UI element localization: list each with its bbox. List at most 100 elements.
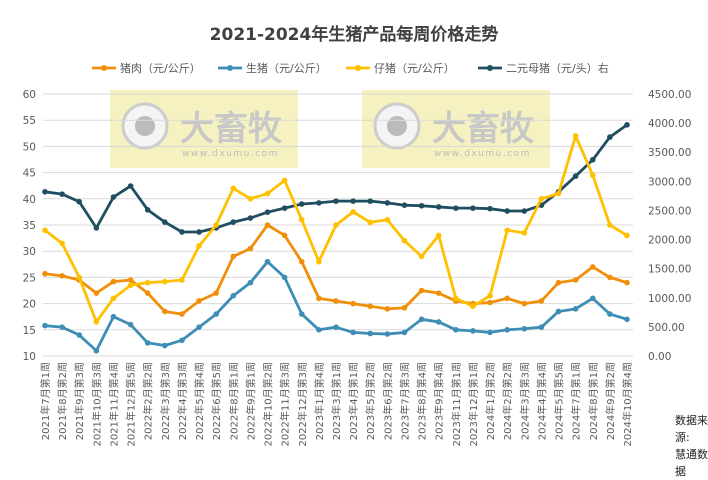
x-tick-label: 2022年9月第1周 [244, 362, 257, 440]
legend-item: 二元母猪（元/头）右 [478, 61, 609, 75]
data-point [589, 264, 596, 270]
data-point [384, 200, 391, 206]
data-point [144, 290, 151, 296]
y-right-tick-label: 0.00 [648, 351, 671, 363]
data-point [418, 202, 425, 209]
data-point [144, 207, 151, 213]
data-point [144, 340, 151, 346]
data-point [555, 279, 562, 286]
x-tick-label: 2022年8月第1周 [227, 362, 240, 440]
x-tick-label: 2024年1月第2周 [484, 362, 497, 440]
data-point [401, 329, 408, 336]
data-point [487, 299, 493, 306]
data-point [264, 258, 271, 265]
data-point [162, 308, 168, 315]
data-point [504, 227, 510, 234]
data-point [110, 278, 117, 285]
data-point [196, 229, 202, 235]
data-point [179, 229, 185, 235]
data-point [42, 189, 48, 195]
x-tick-label: 2024年4月第4周 [535, 362, 548, 440]
data-point [470, 205, 476, 211]
data-point [504, 327, 510, 333]
x-tick-label: 2022年2月第2周 [142, 362, 155, 440]
data-point [384, 306, 391, 312]
data-point [367, 330, 374, 337]
data-point [384, 331, 391, 337]
data-point [538, 196, 545, 202]
y-left-tick-label: 45 [23, 168, 36, 180]
data-point [162, 278, 168, 285]
data-point [247, 279, 254, 286]
data-point [110, 295, 117, 302]
data-point [470, 303, 476, 310]
data-point [76, 198, 83, 205]
y-left-tick-label: 25 [23, 272, 36, 284]
data-point [607, 134, 613, 140]
y-right-tick-label: 2000.00 [648, 235, 691, 247]
data-point [350, 329, 356, 336]
data-point [264, 190, 271, 197]
x-tick-label: 2022年5月第4周 [193, 362, 206, 440]
data-point [487, 292, 493, 299]
data-point [350, 198, 356, 204]
data-point [435, 232, 442, 239]
y-left-tick-label: 50 [23, 141, 36, 153]
x-tick-label: 2022年10月第2周 [262, 362, 275, 447]
x-tick-label: 2024年5月第5周 [553, 362, 566, 440]
x-tick-label: 2023年7月第3周 [398, 362, 411, 440]
y-right-tick-label: 4000.00 [648, 118, 691, 130]
data-point [127, 277, 134, 283]
data-point [127, 321, 134, 328]
data-point [333, 222, 339, 228]
data-point [298, 311, 305, 317]
data-point [179, 277, 185, 283]
data-point [264, 209, 271, 215]
data-point [470, 328, 476, 334]
data-point [127, 183, 134, 189]
data-point [504, 208, 510, 214]
data-point [93, 319, 100, 325]
data-point [624, 279, 630, 286]
data-point [162, 219, 168, 225]
x-tick-label: 2021年9月第3周 [73, 362, 86, 440]
data-point [281, 177, 288, 184]
y-left-tick-label: 40 [23, 194, 36, 206]
watermark-text: 大畜牧 [180, 109, 283, 149]
data-point [589, 295, 596, 302]
y-right-tick-label: 2500.00 [648, 205, 691, 217]
data-point [298, 201, 305, 207]
data-point [487, 329, 493, 336]
x-tick-label: 2024年2月第2周 [501, 362, 514, 440]
y-left-tick-label: 15 [23, 325, 36, 337]
data-point [59, 240, 65, 247]
x-tick-label: 2023年5月第2周 [364, 362, 377, 440]
data-point [281, 274, 288, 281]
y-right-tick-label: 4500.00 [648, 89, 691, 101]
data-point [504, 295, 510, 302]
data-point [624, 122, 630, 128]
x-tick-label: 2024年3月第3周 [518, 362, 531, 440]
x-tick-label: 2024年7月第1周 [570, 362, 583, 440]
data-point [281, 232, 288, 239]
x-tick-label: 2021年8月第2周 [56, 362, 69, 440]
data-point [179, 337, 185, 344]
data-point [230, 219, 237, 225]
source-name: 慧通数据 [675, 448, 708, 478]
series-line [44, 260, 628, 353]
data-point [162, 342, 168, 349]
data-point [76, 332, 83, 338]
y-right-tick-label: 3000.00 [648, 176, 691, 188]
data-point [572, 277, 579, 283]
y-left-tick-label: 20 [23, 299, 36, 311]
data-point [367, 219, 374, 226]
data-point [624, 232, 630, 239]
x-tick-label: 2021年11月第4周 [107, 362, 120, 447]
data-point [196, 298, 202, 304]
data-point [230, 185, 237, 192]
legend-label: 猪肉（元/公斤） [120, 62, 201, 75]
data-point [42, 322, 48, 329]
data-point [59, 324, 65, 330]
data-point [230, 292, 237, 299]
